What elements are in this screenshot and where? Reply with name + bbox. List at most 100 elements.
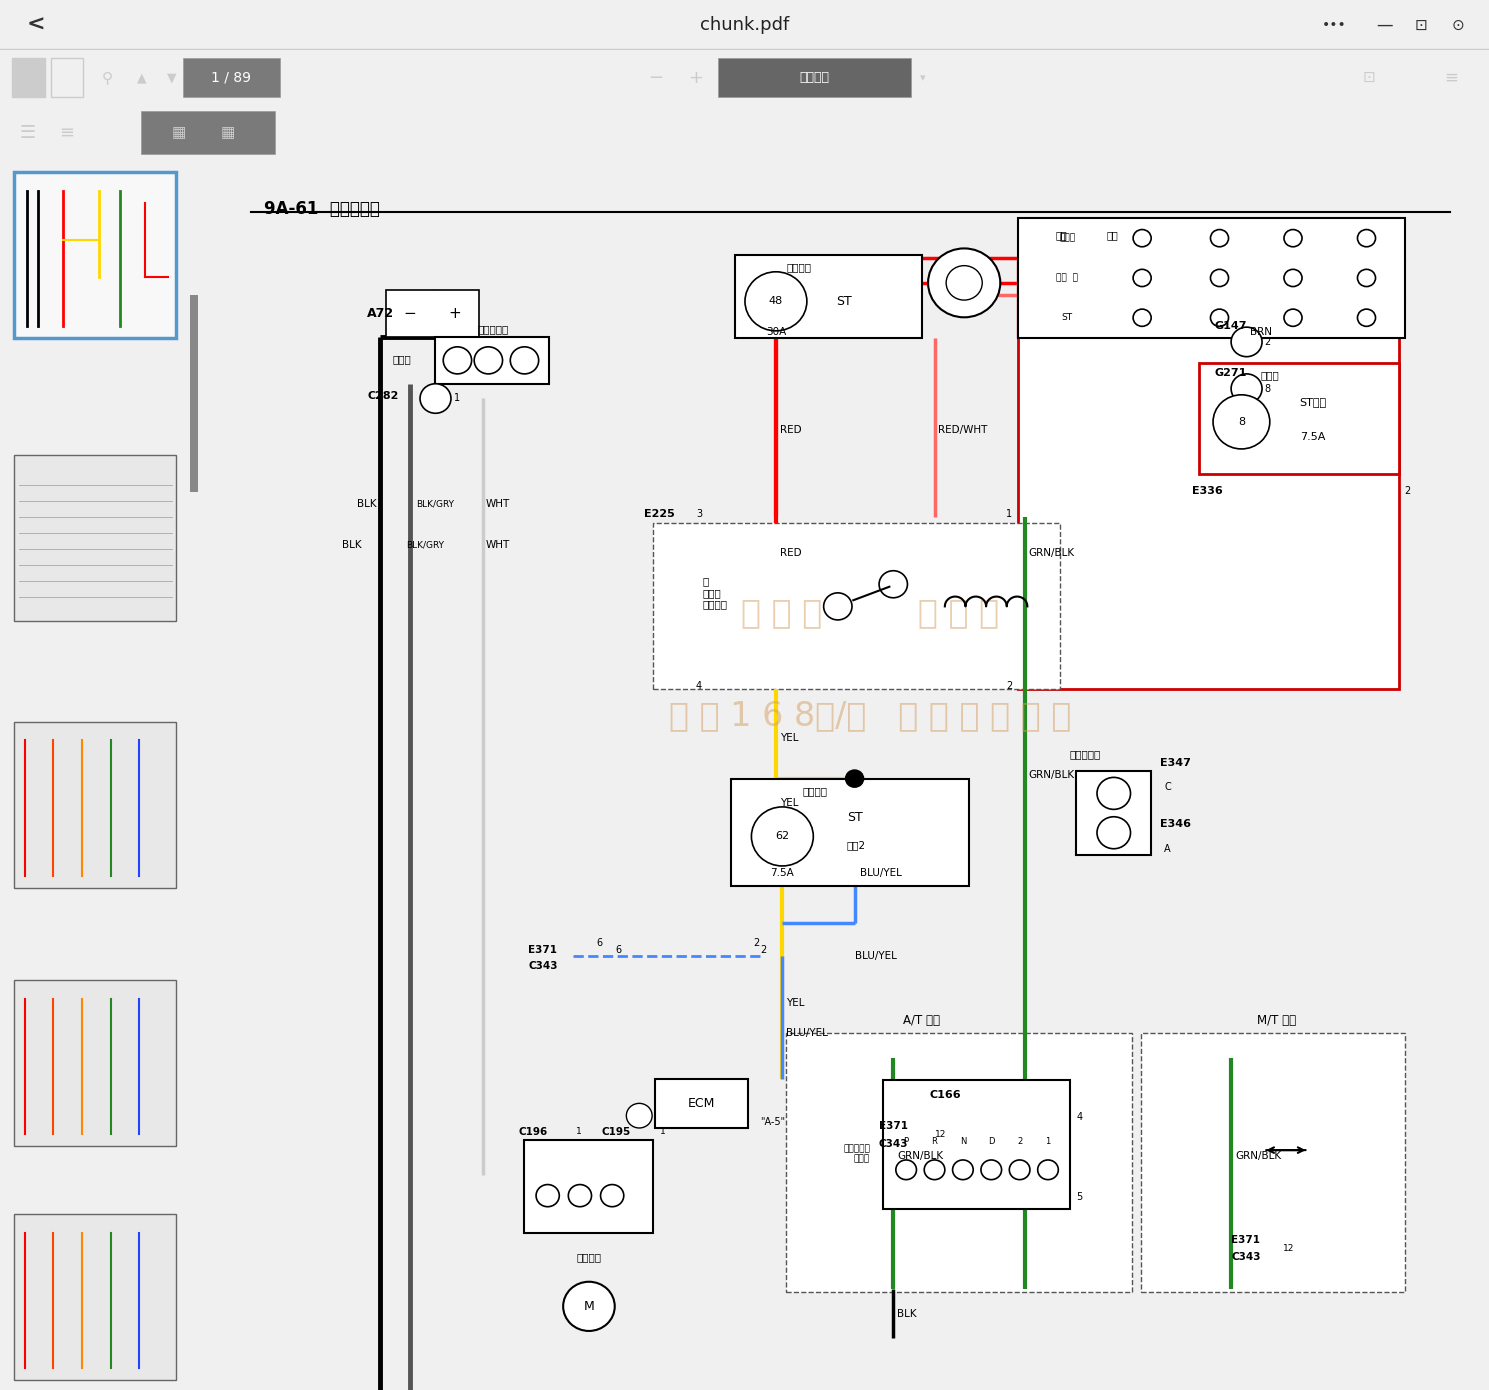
Text: —: — [1376,17,1392,33]
Text: 8: 8 [1237,417,1245,427]
Circle shape [928,249,1001,317]
Text: <: < [27,15,46,35]
Circle shape [744,272,807,331]
Text: 6: 6 [596,938,603,948]
Text: BLK/GRY: BLK/GRY [406,541,444,549]
Text: 锁止: 锁止 [1106,229,1118,240]
Text: ST信号: ST信号 [1298,398,1325,407]
Text: chunk.pdf: chunk.pdf [700,17,789,33]
Circle shape [1284,309,1301,327]
Text: 2: 2 [753,938,759,948]
Text: 3: 3 [695,509,703,518]
Text: 48: 48 [768,296,783,306]
Text: BLK: BLK [898,1309,917,1319]
Text: WHT: WHT [485,539,511,550]
Text: ST: ST [1062,313,1074,322]
Bar [191,295,198,492]
Text: C195: C195 [602,1127,631,1137]
Circle shape [1214,395,1270,449]
Text: GRN/BLK: GRN/BLK [1029,770,1075,780]
Bar [1141,1033,1406,1291]
Circle shape [981,1161,1002,1180]
Text: BLU/YEL: BLU/YEL [859,869,902,878]
Bar [15,1213,176,1380]
Text: 12: 12 [1282,1244,1294,1252]
Text: 继电器盒: 继电器盒 [803,785,826,796]
Text: G147: G147 [1215,321,1248,331]
Bar [15,172,176,338]
Text: C343: C343 [529,960,558,970]
Circle shape [444,348,472,374]
Text: ECM: ECM [688,1097,715,1109]
Text: 8: 8 [1264,384,1270,393]
Bar [387,291,479,336]
Circle shape [896,1161,916,1180]
Text: C166: C166 [929,1090,960,1099]
Bar [786,1033,1132,1291]
Text: 1 / 89: 1 / 89 [211,71,250,85]
Bar [718,58,911,97]
Text: A: A [1164,844,1170,853]
Text: GRN/BLK: GRN/BLK [1234,1151,1281,1161]
Circle shape [563,1282,615,1332]
Circle shape [1211,309,1228,327]
Circle shape [474,348,503,374]
Circle shape [1284,270,1301,286]
Text: ≡: ≡ [60,124,74,142]
Text: N: N [960,1137,966,1145]
Circle shape [925,1161,946,1180]
Circle shape [420,384,451,413]
Text: 接线连接器: 接线连接器 [1071,749,1102,759]
Bar [183,58,280,97]
Bar [12,58,45,97]
Text: 接线盒: 接线盒 [1260,370,1279,379]
Text: YEL: YEL [786,998,804,1008]
Text: C343: C343 [879,1138,908,1150]
Text: C282: C282 [368,391,399,402]
Text: 7.5A: 7.5A [770,869,794,878]
Circle shape [1231,327,1263,357]
Text: 内部  开: 内部 开 [1056,274,1078,282]
Text: C343: C343 [1231,1252,1261,1262]
Text: ⊡: ⊡ [1415,18,1428,32]
Circle shape [1038,1161,1059,1180]
Bar [524,1140,654,1233]
Text: ▦: ▦ [220,125,235,140]
Text: GRN/BLK: GRN/BLK [1029,549,1075,559]
Text: GRN/BLK: GRN/BLK [898,1151,943,1161]
Text: E336: E336 [1193,485,1222,496]
Text: E371: E371 [1231,1234,1260,1245]
Text: 主保险丝盒: 主保险丝盒 [478,325,509,335]
Bar [15,455,176,621]
Text: 62: 62 [776,831,789,841]
Circle shape [879,571,907,598]
Text: 4: 4 [695,681,703,691]
Text: BLK/GRY: BLK/GRY [415,500,454,509]
Circle shape [1211,270,1228,286]
Circle shape [1358,309,1376,327]
Text: E371: E371 [879,1120,908,1130]
Bar [883,1080,1071,1209]
Text: 信号2: 信号2 [847,840,867,851]
Text: ▾: ▾ [920,72,926,83]
Text: BLK: BLK [357,499,377,509]
Text: 12: 12 [935,1130,946,1138]
Bar [1077,771,1151,855]
Circle shape [752,808,813,866]
Bar [435,336,549,384]
Text: M: M [584,1300,594,1312]
Bar [15,721,176,888]
Text: ▦: ▦ [171,125,186,140]
Circle shape [1358,229,1376,247]
Bar [141,111,275,154]
Circle shape [1284,229,1301,247]
Text: R: R [932,1137,938,1145]
Text: •••: ••• [1322,18,1348,32]
Text: C: C [1164,783,1170,792]
Text: 会 员 1 6 8元/年   每 周 更 新 车 型: 会 员 1 6 8元/年 每 周 更 新 车 型 [669,699,1071,733]
Text: E225: E225 [645,509,675,518]
Text: RED: RED [780,549,801,559]
Circle shape [1097,777,1130,809]
Circle shape [953,1161,974,1180]
Text: 加速器: 加速器 [1059,234,1075,243]
